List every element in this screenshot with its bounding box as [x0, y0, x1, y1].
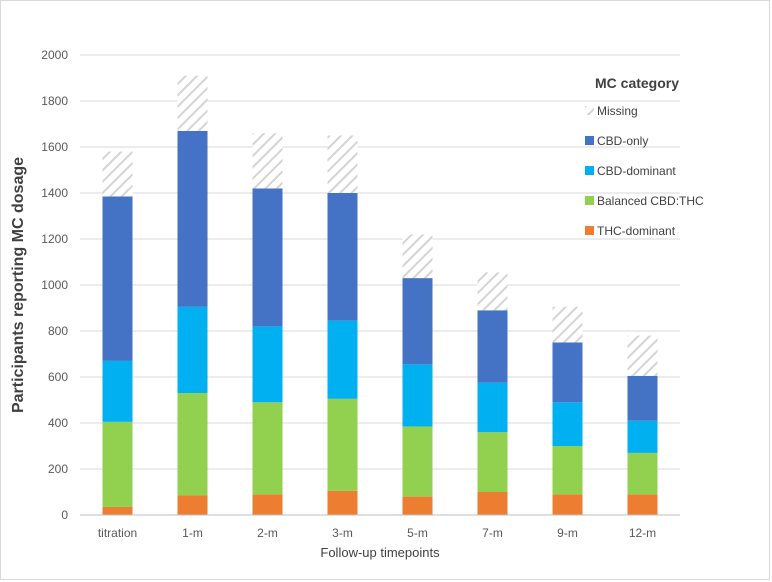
bar-segment-missing-9-m — [552, 306, 583, 343]
legend-label: Missing — [597, 104, 638, 118]
bar-segment-missing-7-m — [477, 272, 508, 311]
x-tick-label: 1-m — [182, 526, 203, 540]
x-tick-label: 12-m — [629, 526, 656, 540]
bar-segment-cbd-dominant-3-m — [327, 320, 358, 399]
y-tick-label: 1600 — [41, 140, 68, 154]
bar-segment-missing-5-m — [402, 234, 433, 279]
x-tick-label: 3-m — [332, 526, 353, 540]
bar-segment-balanced-cbd-thc-2-m — [252, 402, 283, 495]
bar-segment-balanced-cbd-thc-1-m — [177, 393, 208, 496]
bar-segment-thc-dominant-2-m — [252, 494, 283, 515]
bar-segment-cbd-dominant-7-m — [477, 382, 508, 433]
bar-segment-missing-1-m — [177, 75, 208, 131]
x-tick-labels: titration 1-m 2-m 3-m 5-m 7-m 9-m 12-m — [98, 526, 656, 540]
legend-swatch-cbd-only — [585, 136, 594, 145]
legend-label: CBD-dominant — [597, 164, 676, 178]
bar-segment-cbd-only-7-m — [477, 310, 508, 383]
bar-segment-missing-titration — [102, 151, 133, 197]
y-tick-label: 0 — [61, 508, 68, 522]
legend-label: CBD-only — [597, 134, 648, 148]
y-tick-label: 1400 — [41, 186, 68, 200]
y-tick-label: 2000 — [41, 48, 68, 62]
y-axis-title: Participants reporting MC dosage — [10, 157, 27, 413]
bar-segment-cbd-only-12-m — [627, 375, 658, 421]
bar-segment-cbd-only-5-m — [402, 278, 433, 365]
legend-label: Balanced CBD:THC — [597, 194, 704, 208]
legend-swatch-missing — [585, 106, 594, 115]
x-tick-label: 7-m — [482, 526, 503, 540]
y-tick-label: 600 — [48, 370, 68, 384]
legend-title: MC category — [595, 75, 679, 91]
bar-segment-thc-dominant-titration — [102, 506, 133, 515]
y-tick-label: 800 — [48, 324, 68, 338]
bar-segment-thc-dominant-3-m — [327, 490, 358, 515]
bar-segment-cbd-dominant-5-m — [402, 364, 433, 427]
bar-segment-cbd-only-titration — [102, 196, 133, 361]
bar-segment-balanced-cbd-thc-3-m — [327, 398, 358, 491]
y-tick-label: 1800 — [41, 94, 68, 108]
y-tick-label: 1200 — [41, 232, 68, 246]
legend: MC category Missing CBD-only CBD-dominant B… — [585, 75, 704, 238]
bar-segment-thc-dominant-1-m — [177, 495, 208, 515]
bar-segment-thc-dominant-7-m — [477, 492, 508, 515]
x-tick-label: titration — [98, 526, 137, 540]
x-tick-label: 5-m — [407, 526, 428, 540]
x-tick-label: 9-m — [557, 526, 578, 540]
legend-swatch-cbd-dominant — [585, 166, 594, 175]
x-tick-label: 2-m — [257, 526, 278, 540]
x-axis-title: Follow-up timepoints — [320, 545, 440, 560]
legend-label: THC-dominant — [597, 224, 676, 238]
bar-segment-balanced-cbd-thc-7-m — [477, 432, 508, 492]
bar-segment-cbd-dominant-12-m — [627, 420, 658, 453]
bar-segment-balanced-cbd-thc-titration — [102, 421, 133, 507]
legend-swatch-balanced-cbd-thc — [585, 196, 594, 205]
bar-segment-balanced-cbd-thc-5-m — [402, 426, 433, 497]
bar-segment-cbd-only-9-m — [552, 342, 583, 403]
bar-segment-thc-dominant-5-m — [402, 496, 433, 515]
bar-segment-cbd-dominant-titration — [102, 360, 133, 422]
bars — [102, 75, 658, 515]
bar-segment-cbd-only-3-m — [327, 193, 358, 321]
y-tick-label: 400 — [48, 416, 68, 430]
bar-segment-missing-3-m — [327, 135, 358, 193]
bar-segment-cbd-only-1-m — [177, 130, 208, 307]
bar-segment-thc-dominant-12-m — [627, 494, 658, 515]
bar-segment-missing-12-m — [627, 335, 658, 376]
bar-segment-cbd-dominant-9-m — [552, 402, 583, 446]
legend-swatch-thc-dominant — [585, 226, 594, 235]
bar-segment-balanced-cbd-thc-9-m — [552, 446, 583, 495]
y-tick-label: 1000 — [41, 278, 68, 292]
bar-segment-missing-2-m — [252, 133, 283, 189]
gridlines — [80, 54, 680, 470]
bar-segment-cbd-dominant-1-m — [177, 306, 208, 394]
y-tick-labels: 0 200 400 600 800 1000 1200 1400 1600 1800 2000 — [41, 48, 68, 522]
bar-segment-balanced-cbd-thc-12-m — [627, 452, 658, 495]
y-tick-label: 200 — [48, 462, 68, 476]
bar-segment-thc-dominant-9-m — [552, 494, 583, 515]
bar-segment-cbd-only-2-m — [252, 188, 283, 327]
bar-segment-cbd-dominant-2-m — [252, 326, 283, 403]
